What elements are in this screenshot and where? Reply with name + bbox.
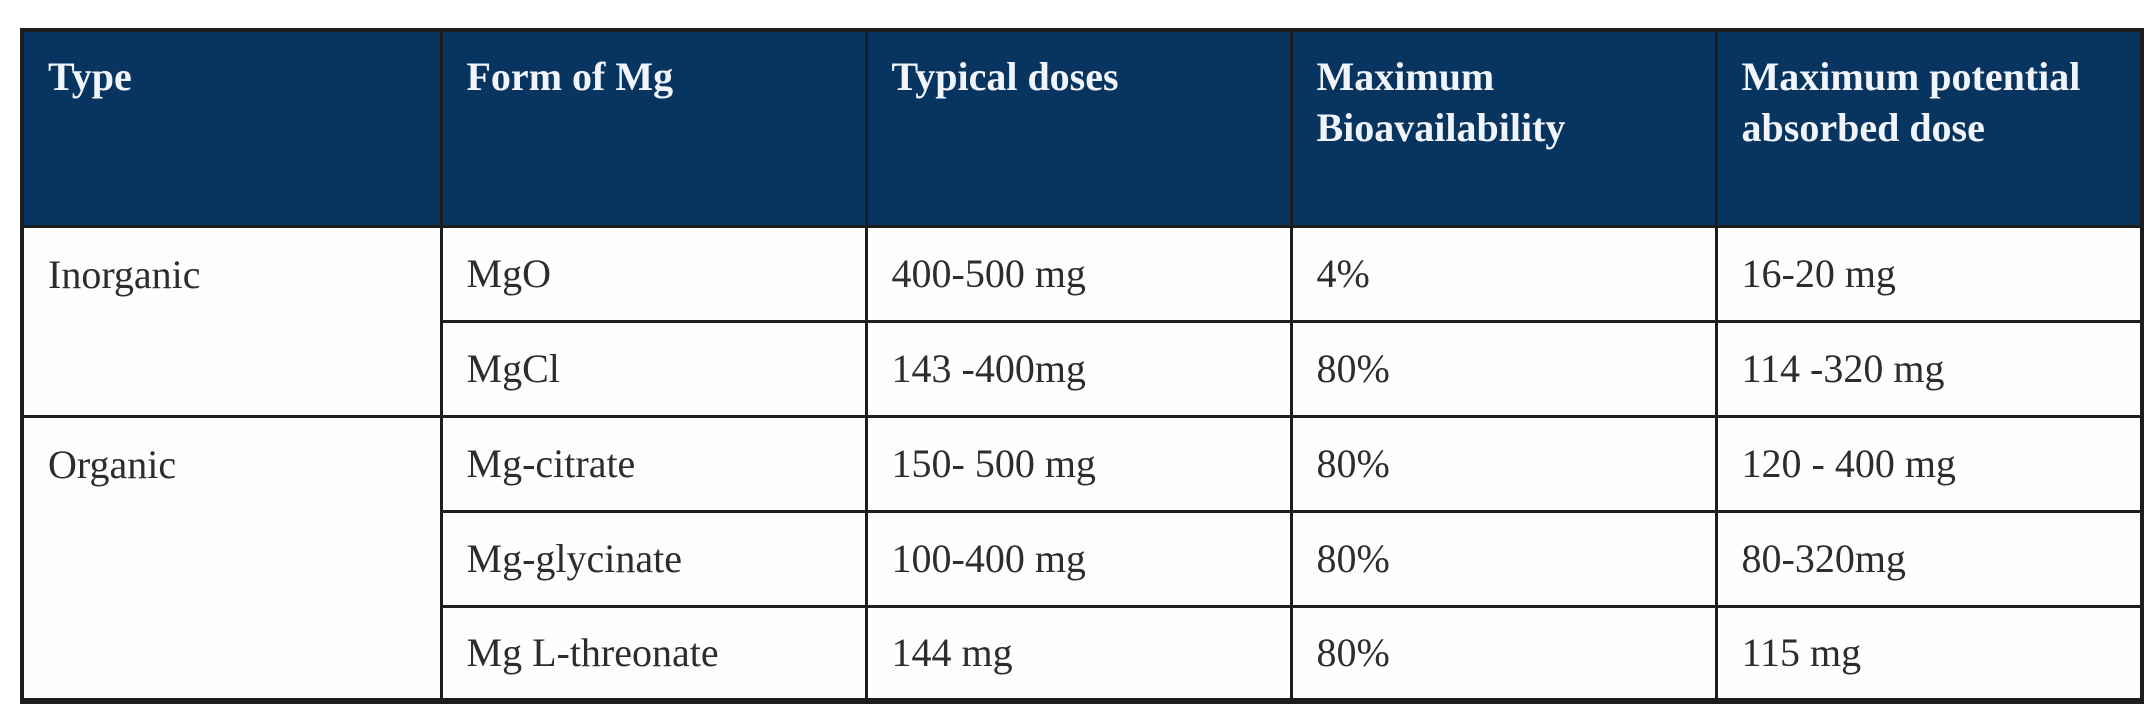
cell-form: MgCl bbox=[439, 319, 868, 418]
cell-form: Mg L-threonate bbox=[439, 604, 868, 703]
cell-absorbed-dose: 114 -320 mg bbox=[1714, 319, 2144, 418]
cell-absorbed-dose: 120 - 400 mg bbox=[1714, 414, 2144, 513]
cell-bioavailability: 80% bbox=[1289, 414, 1718, 513]
cell-type-inorganic: Inorganic bbox=[20, 224, 443, 418]
cell-type-organic: Organic bbox=[20, 414, 443, 703]
cell-bioavailability: 80% bbox=[1289, 509, 1718, 608]
cell-bioavailability: 4% bbox=[1289, 224, 1718, 323]
cell-form: Mg-glycinate bbox=[439, 509, 868, 608]
table-row-mgcl: MgCl 143 -400mg 80% 114 -320 mg bbox=[22, 319, 2144, 418]
cell-dose: 144 mg bbox=[864, 604, 1293, 703]
table-row-mg-citrate: Organic Mg-citrate 150- 500 mg 80% 120 -… bbox=[20, 414, 2144, 703]
cell-form: MgO bbox=[439, 224, 868, 323]
table-row-mgo: Inorganic MgO 400-500 mg 4% 16-20 mg bbox=[20, 224, 2144, 418]
cell-bioavailability: 80% bbox=[1289, 604, 1718, 703]
cell-dose: 143 -400mg bbox=[864, 319, 1293, 418]
col-header-type: Type bbox=[20, 28, 443, 228]
col-header-form-of-mg: Form of Mg bbox=[439, 28, 868, 228]
cell-dose: 400-500 mg bbox=[864, 224, 1293, 323]
col-header-typical-doses: Typical doses bbox=[864, 28, 1293, 228]
col-header-max-absorbed-dose: Maximum potential absorbed dose bbox=[1714, 28, 2144, 228]
header-row: Type Form of Mg Typical doses Maximum Bi… bbox=[20, 28, 2144, 228]
cell-form: Mg-citrate bbox=[439, 414, 868, 513]
cell-absorbed-dose: 115 mg bbox=[1714, 604, 2144, 703]
cell-dose: 100-400 mg bbox=[864, 509, 1293, 608]
col-header-max-bioavailability: Maximum Bioavailability bbox=[1289, 28, 1718, 228]
magnesium-comparison-table: Type Form of Mg Typical doses Maximum Bi… bbox=[20, 28, 2144, 704]
cell-absorbed-dose: 16-20 mg bbox=[1714, 224, 2144, 323]
cell-absorbed-dose: 80-320mg bbox=[1714, 509, 2144, 608]
table-row-mg-glycinate: Mg-glycinate 100-400 mg 80% 80-320mg bbox=[22, 509, 2144, 608]
cell-dose: 150- 500 mg bbox=[864, 414, 1293, 513]
magnesium-table-container: Type Form of Mg Typical doses Maximum Bi… bbox=[20, 28, 2144, 704]
cell-bioavailability: 80% bbox=[1289, 319, 1718, 418]
table-row-mg-l-threonate: Mg L-threonate 144 mg 80% 115 mg bbox=[22, 604, 2144, 703]
